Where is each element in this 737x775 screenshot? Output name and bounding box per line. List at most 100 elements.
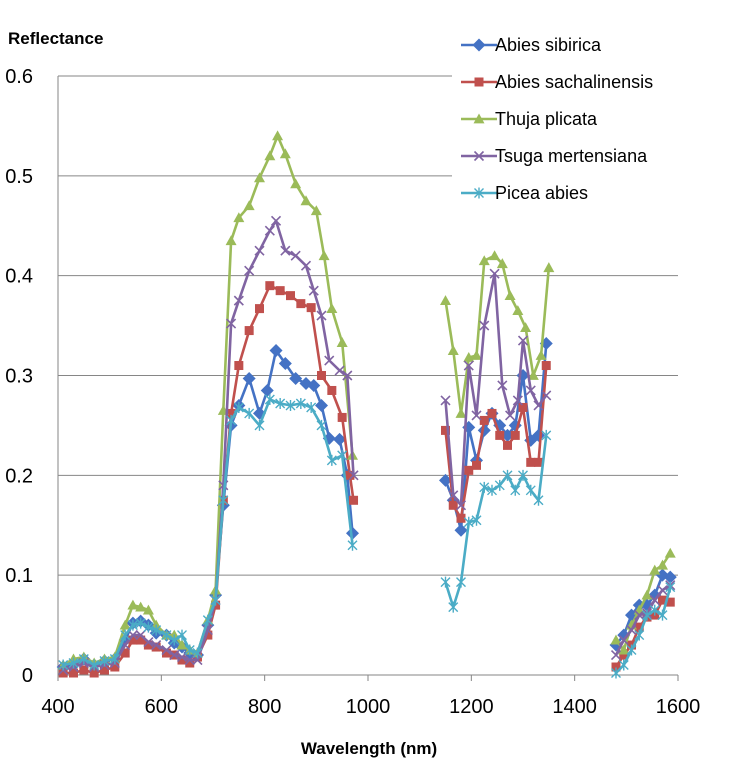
x-tick-label: 400 bbox=[41, 696, 74, 718]
data-point-triangle bbox=[447, 345, 459, 355]
data-point-triangle bbox=[310, 205, 322, 216]
y-tick-labels: 0 0.1 0.2 0.3 0.4 0.5 0.6 bbox=[5, 66, 33, 687]
data-point-asterisk bbox=[210, 594, 221, 606]
series-picea-abies bbox=[58, 393, 676, 679]
data-point-triangle bbox=[657, 559, 668, 570]
series-line bbox=[444, 435, 548, 609]
data-point-x bbox=[657, 585, 668, 596]
data-point-square bbox=[306, 303, 316, 313]
legend-item: Picea abies bbox=[461, 183, 588, 203]
data-point-square bbox=[69, 668, 78, 678]
data-point-square bbox=[120, 648, 130, 658]
data-point-square bbox=[177, 655, 187, 665]
x-tick-label: 800 bbox=[248, 696, 281, 718]
data-point-asterisk bbox=[254, 419, 265, 431]
data-point-asterisk bbox=[169, 634, 180, 646]
series-line bbox=[444, 365, 548, 520]
data-point-x bbox=[455, 500, 467, 511]
data-point-asterisk bbox=[347, 539, 358, 551]
data-point-diamond bbox=[278, 357, 292, 371]
data-point-square bbox=[162, 648, 171, 658]
data-point-x bbox=[127, 630, 138, 641]
x-tick-label: 1200 bbox=[449, 696, 494, 718]
data-point-asterisk bbox=[487, 484, 497, 496]
legend-label: Abies sachalinensis bbox=[495, 72, 653, 92]
data-point-asterisk bbox=[120, 629, 131, 641]
data-point-x bbox=[290, 250, 301, 261]
data-point-diamond bbox=[333, 432, 347, 446]
data-point-asterisk bbox=[226, 414, 237, 426]
data-point-square bbox=[255, 304, 264, 314]
data-point-square bbox=[317, 371, 326, 380]
data-point-asterisk bbox=[634, 629, 645, 641]
data-point-x bbox=[334, 365, 345, 376]
data-point-square bbox=[275, 286, 285, 296]
data-point-asterisk bbox=[649, 604, 660, 616]
legend-label: Thuja plicata bbox=[495, 109, 598, 129]
data-point-x bbox=[463, 360, 474, 371]
data-point-square bbox=[296, 299, 306, 309]
y-tick-label: 0.1 bbox=[5, 565, 33, 587]
data-point-asterisk bbox=[541, 429, 552, 441]
data-point-x bbox=[471, 410, 482, 421]
data-point-asterisk bbox=[518, 469, 528, 481]
data-point-triangle bbox=[142, 604, 154, 615]
y-tick-label: 0.2 bbox=[5, 465, 33, 487]
data-point-asterisk bbox=[440, 576, 451, 588]
y-tick-label: 0.6 bbox=[5, 66, 33, 88]
data-point-asterisk bbox=[533, 494, 544, 506]
data-point-x bbox=[316, 310, 327, 321]
data-point-triangle bbox=[272, 130, 284, 141]
data-point-asterisk bbox=[151, 624, 162, 636]
data-point-diamond bbox=[315, 398, 328, 412]
data-point-square bbox=[479, 415, 489, 425]
data-point-square bbox=[345, 470, 355, 480]
data-point-asterisk bbox=[275, 397, 286, 409]
data-point-square bbox=[510, 430, 520, 440]
data-point-triangle bbox=[318, 250, 330, 261]
legend-item: Abies sibirica bbox=[461, 35, 602, 55]
legend-item: Tsuga mertensiana bbox=[461, 146, 648, 166]
data-point-asterisk bbox=[192, 647, 203, 659]
data-point-x bbox=[226, 318, 237, 329]
data-point-asterisk bbox=[295, 397, 306, 409]
y-tick-label: 0.3 bbox=[5, 366, 33, 388]
x-tick-label: 1400 bbox=[552, 696, 597, 718]
data-point-triangle bbox=[119, 619, 131, 630]
data-point-asterisk bbox=[202, 614, 213, 626]
x-tick-label: 600 bbox=[145, 696, 178, 718]
data-point-x bbox=[264, 225, 275, 236]
data-point-triangle bbox=[455, 407, 467, 418]
data-point-x bbox=[525, 385, 536, 396]
data-point-triangle bbox=[543, 262, 555, 273]
data-point-asterisk bbox=[127, 619, 138, 631]
data-point-square bbox=[185, 658, 195, 668]
data-point-x bbox=[254, 245, 265, 256]
y-tick-label: 0.5 bbox=[5, 166, 33, 188]
data-point-square bbox=[143, 640, 153, 650]
data-point-diamond bbox=[346, 526, 359, 540]
data-point-x bbox=[280, 245, 291, 256]
x-tick-label: 1000 bbox=[346, 696, 391, 718]
data-point-square bbox=[136, 635, 146, 645]
data-point-asterisk bbox=[244, 407, 255, 419]
data-point-asterisk bbox=[326, 454, 337, 466]
data-point-asterisk bbox=[99, 655, 110, 667]
data-point-triangle bbox=[512, 305, 524, 316]
data-point-asterisk bbox=[68, 657, 79, 669]
data-point-triangle bbox=[473, 113, 485, 124]
data-point-asterisk bbox=[456, 576, 466, 588]
data-point-square bbox=[474, 77, 484, 87]
data-point-asterisk bbox=[510, 484, 521, 496]
data-point-asterisk bbox=[316, 419, 327, 431]
data-point-asterisk bbox=[58, 659, 69, 671]
data-point-square bbox=[128, 635, 138, 645]
data-point-asterisk bbox=[184, 644, 195, 656]
y-axis-title: Reflectance bbox=[8, 29, 103, 48]
data-point-asterisk bbox=[161, 629, 172, 641]
y-tick-label: 0 bbox=[22, 665, 33, 687]
data-point-diamond bbox=[454, 523, 468, 537]
data-point-asterisk bbox=[177, 629, 187, 641]
data-point-square bbox=[203, 630, 213, 640]
